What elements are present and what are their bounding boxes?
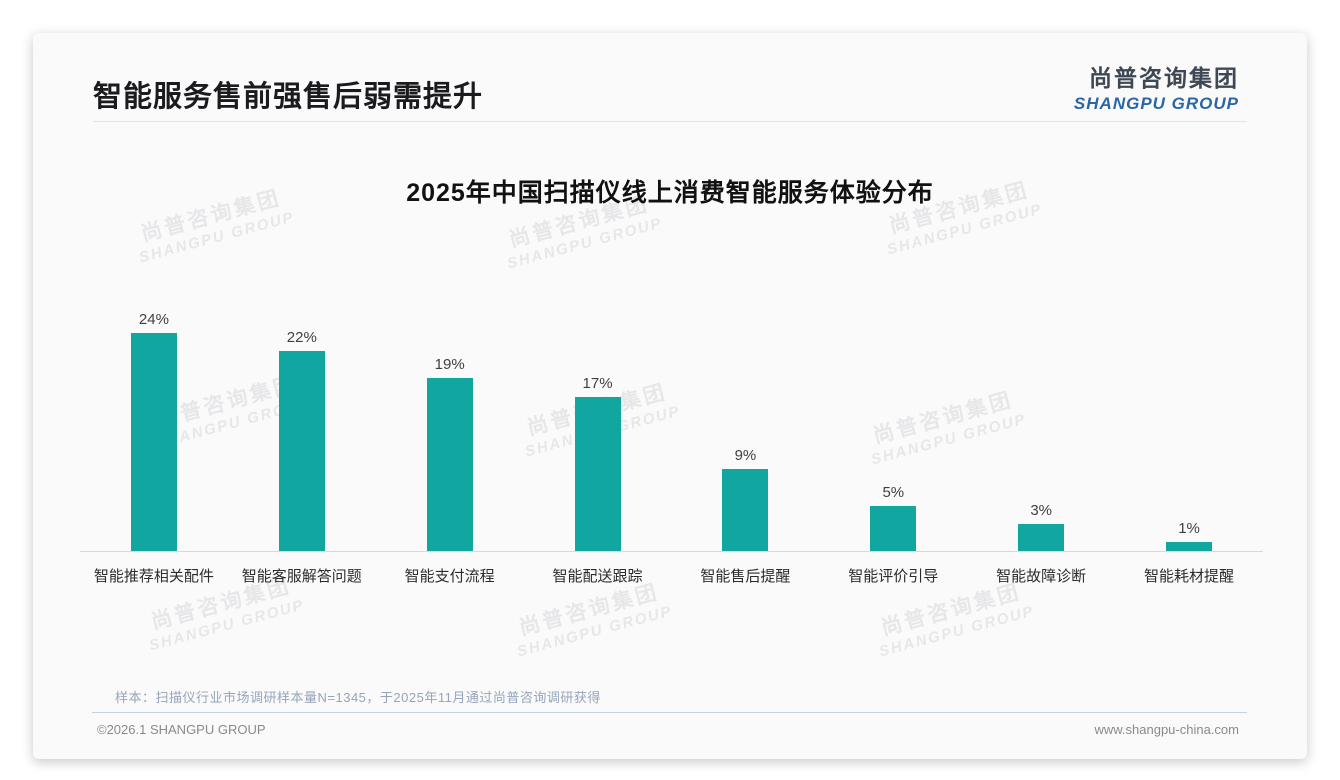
- bar-column: 3%: [967, 301, 1115, 551]
- chart-title: 2025年中国扫描仪线上消费智能服务体验分布: [406, 179, 934, 207]
- footer-divider: [92, 712, 1247, 713]
- bar-column: 24%: [80, 301, 228, 551]
- page-title: 智能服务售前强售后弱需提升: [93, 81, 484, 113]
- bar-value-label: 19%: [434, 356, 465, 374]
- bar: [574, 396, 621, 551]
- bar-column: 1%: [1115, 301, 1263, 551]
- bar: [870, 505, 917, 551]
- bar-column: 19%: [376, 301, 524, 551]
- sample-note: 样本：扫描仪行业市场调研样本量N=1345，于2025年11月通过尚普咨询调研获…: [115, 690, 601, 705]
- bar-column: 22%: [228, 301, 376, 551]
- bar-column: 17%: [524, 301, 672, 551]
- company-logo: 尚普咨询集团 SHANGPU GROUP: [1074, 59, 1239, 114]
- bar: [130, 333, 177, 551]
- category-label: 智能故障诊断: [996, 568, 1087, 585]
- bar-value-label: 1%: [1178, 519, 1200, 537]
- bar: [278, 351, 325, 551]
- bar-value-label: 5%: [882, 483, 905, 501]
- bar-value-label: 24%: [138, 311, 169, 329]
- copyright-text: ©2026.1 SHANGPU GROUP: [97, 722, 266, 737]
- bar-value-label: 3%: [1030, 501, 1053, 519]
- bar: [1018, 523, 1065, 551]
- bar-column: 9%: [672, 301, 820, 551]
- logo-chinese-text: 尚普咨询集团: [1089, 65, 1239, 91]
- bar-value-label: 9%: [734, 447, 757, 465]
- category-label: 智能耗材提醒: [1144, 568, 1235, 585]
- bar-column: 5%: [819, 301, 967, 551]
- header-divider: [93, 121, 1247, 122]
- bar-chart: 24% 22% 19% 17% 9% 5% 3% 1% 智能推荐相关配件 智能客服解答问题 智能支…: [80, 301, 1263, 586]
- category-label: 智能支付流程: [404, 568, 495, 585]
- category-label: 智能评价引导: [848, 568, 939, 585]
- website-url: www.shangpu-china.com: [1094, 722, 1239, 737]
- bar-value-label: 22%: [286, 329, 317, 347]
- bar: [1166, 541, 1213, 551]
- category-label: 智能配送跟踪: [552, 568, 643, 585]
- category-label: 智能客服解答问题: [241, 568, 362, 585]
- bar-value-label: 17%: [582, 374, 613, 392]
- logo-english-text: SHANGPU GROUP: [1073, 94, 1239, 113]
- chart-category-axis: 智能推荐相关配件 智能客服解答问题 智能支付流程 智能配送跟踪 智能售后提醒 智能评价引导…: [80, 565, 1263, 586]
- bar: [722, 469, 769, 551]
- category-label: 智能推荐相关配件: [93, 568, 214, 585]
- category-label: 智能售后提醒: [700, 568, 791, 585]
- chart-plot-area: 24% 22% 19% 17% 9% 5% 3% 1%: [80, 301, 1263, 552]
- bar: [426, 378, 473, 551]
- slide-card: 尚普咨询集团 SHANGPU GROUP 尚普咨询集团 SHANGPU GROUP 尚普…: [33, 33, 1307, 759]
